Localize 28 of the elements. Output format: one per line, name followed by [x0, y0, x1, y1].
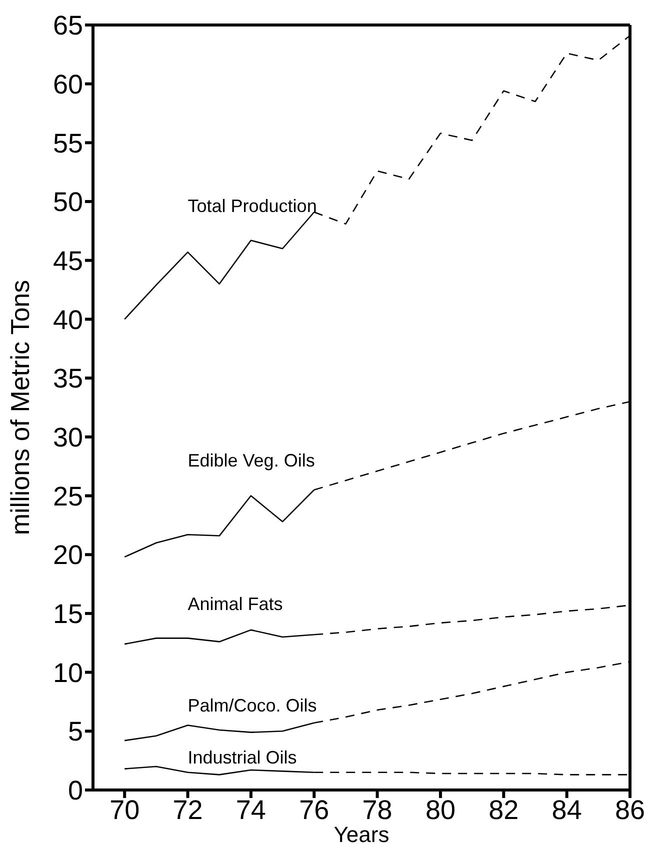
series-label: Palm/Coco. Oils — [188, 695, 317, 716]
x-tick-label: 74 — [236, 795, 266, 826]
x-tick-label: 72 — [172, 795, 203, 826]
y-tick-label: 15 — [52, 599, 83, 630]
y-tick-label: 60 — [52, 69, 83, 100]
y-tick-label: 50 — [52, 187, 83, 218]
y-tick-label: 65 — [52, 10, 83, 41]
x-tick-label: 84 — [552, 795, 582, 826]
y-tick-label: 5 — [68, 716, 83, 747]
y-tick-label: 25 — [52, 481, 83, 512]
y-tick-label: 30 — [52, 422, 83, 453]
y-axis-title: millions of Metric Tons — [5, 280, 36, 536]
series-label: Animal Fats — [188, 594, 283, 614]
x-tick-label: 80 — [425, 795, 456, 826]
x-tick-label: 76 — [299, 795, 330, 826]
y-tick-label: 0 — [68, 776, 83, 806]
series-label: Industrial Oils — [188, 747, 297, 768]
x-tick-label: 82 — [488, 795, 519, 826]
y-tick-label: 35 — [52, 364, 83, 394]
y-tick-label: 55 — [52, 128, 83, 158]
y-tick-label: 45 — [52, 246, 83, 276]
x-tick-label: 86 — [614, 795, 646, 826]
y-tick-label: 10 — [52, 658, 83, 688]
series-label: Total Production — [188, 196, 317, 216]
x-tick-label: 70 — [110, 795, 140, 826]
y-tick-label: 40 — [52, 304, 83, 335]
y-tick-label: 20 — [52, 540, 83, 570]
series-label: Edible Veg. Oils — [188, 450, 315, 471]
